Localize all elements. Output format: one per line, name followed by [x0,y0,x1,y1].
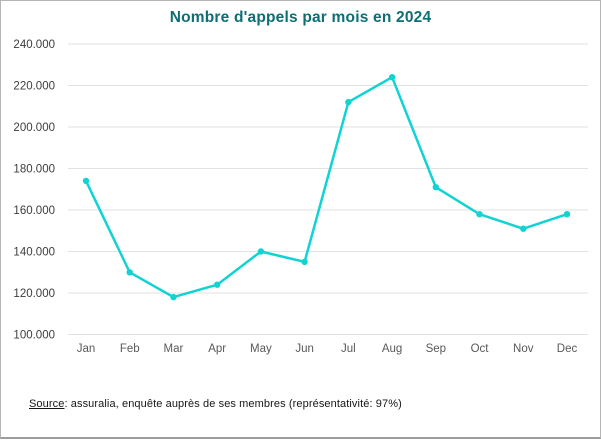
data-point-marker [345,98,352,106]
x-tick-label: Feb [120,343,140,355]
y-tick-label: 120.000 [13,288,55,300]
x-tick-label: Jun [295,343,314,355]
x-tick-label: Dec [557,343,578,355]
y-tick-label: 180.000 [13,164,55,176]
source-label: Source [29,398,65,410]
data-point-marker [520,225,527,232]
y-tick-label: 220.000 [13,81,55,93]
source-note: Source: assuralia, enquête auprès de ses… [29,398,402,410]
data-point-marker [170,293,177,301]
y-tick-label: 200.000 [13,122,55,134]
x-tick-label: Aug [382,343,402,355]
x-tick-label: Oct [471,343,490,355]
x-tick-label: Apr [208,343,226,355]
data-point-marker [432,184,439,191]
x-tick-label: Jul [341,343,356,355]
data-point-marker [214,281,221,288]
data-point-marker [563,211,571,218]
data-point-marker [257,248,265,255]
chart-title: Nombre d'appels par mois en 2024 [169,9,432,26]
x-tick-label: Sep [426,343,446,355]
series-line [84,75,569,299]
data-point-marker [301,258,308,266]
data-point-marker [82,177,90,185]
data-point-marker [388,74,396,81]
x-tick-label: May [250,343,272,355]
data-point-marker [476,211,483,218]
y-tick-label: 100.000 [13,330,55,342]
x-tick-label: Nov [513,343,534,355]
y-tick-label: 140.000 [13,247,55,259]
x-tick-label: Mar [164,343,184,355]
y-tick-label: 160.000 [13,205,55,217]
data-point-marker [126,269,133,276]
source-text: : assuralia, enquête auprès de ses membr… [64,398,402,410]
x-tick-label: Jan [77,343,96,355]
y-tick-label: 240.000 [13,39,55,51]
